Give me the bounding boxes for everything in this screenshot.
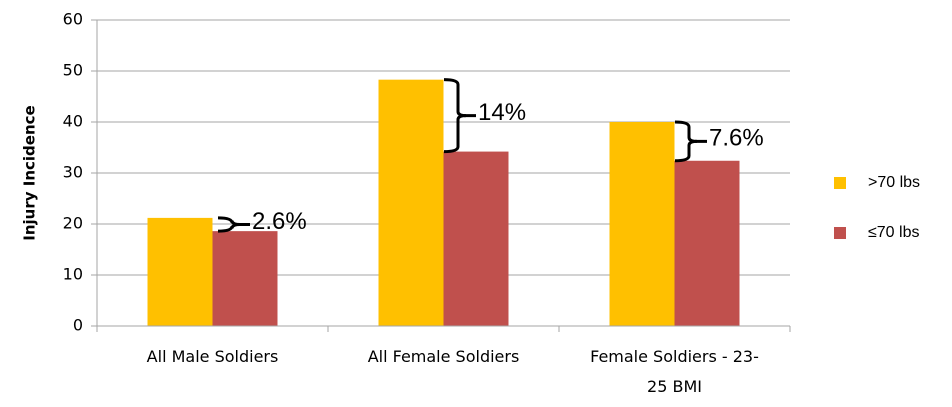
bar	[609, 122, 675, 326]
brace	[217, 216, 241, 233]
bar	[378, 79, 444, 326]
y-tick-label: 20	[63, 214, 83, 233]
brace	[443, 78, 467, 154]
bar	[674, 160, 740, 326]
x-tick-label: All Male Soldiers	[146, 347, 279, 366]
y-axis-label: Injury Incidence	[21, 105, 39, 240]
y-tick-label: 60	[63, 10, 83, 29]
x-tick-label: All Female Soldiers	[367, 347, 520, 366]
y-tick-label: 0	[73, 316, 83, 335]
bar	[147, 217, 213, 326]
bar	[443, 151, 509, 326]
legend-swatch	[834, 177, 846, 189]
legend-label: >70 lbs	[868, 174, 920, 191]
annotation: 2.6%	[252, 208, 307, 235]
y-tick-label: 50	[63, 61, 83, 80]
x-tick-label: Female Soldiers - 23-25 BMI	[590, 347, 759, 396]
y-tick-label: 30	[63, 163, 83, 182]
bar	[212, 231, 278, 326]
brace	[674, 120, 698, 163]
legend-label: ≤70 lbs	[868, 224, 919, 241]
y-tick-label: 10	[63, 265, 83, 284]
y-tick-label: 40	[63, 112, 83, 131]
annotation: 7.6%	[709, 125, 764, 152]
annotation: 14%	[478, 99, 526, 126]
legend-swatch	[834, 227, 846, 239]
